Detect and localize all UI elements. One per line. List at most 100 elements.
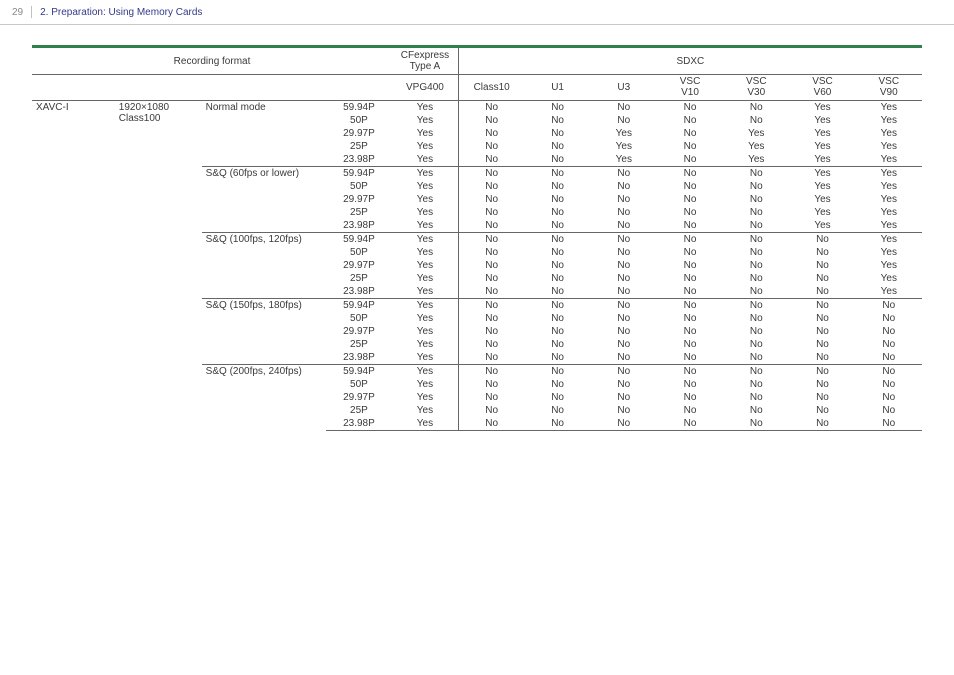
cell-v90: No	[856, 299, 922, 313]
cell-framerate: 25P	[326, 338, 392, 351]
cell-v60: Yes	[789, 114, 855, 127]
cell-framerate: 59.94P	[326, 299, 392, 313]
cell-u1: No	[525, 299, 591, 313]
cell-u3: No	[591, 180, 657, 193]
cell-v60: No	[789, 351, 855, 365]
cell-u1: No	[525, 167, 591, 181]
cell-cfe: Yes	[392, 272, 458, 285]
cell-v30: Yes	[723, 127, 789, 140]
cell-u3: Yes	[591, 140, 657, 153]
cell-v90: No	[856, 391, 922, 404]
cell-class10: No	[458, 127, 524, 140]
cell-class10: No	[458, 378, 524, 391]
cell-v10: No	[657, 365, 723, 379]
cell-u1: No	[525, 101, 591, 115]
cell-v10: No	[657, 404, 723, 417]
th-v90: VSCV90	[856, 75, 922, 101]
cell-v10: No	[657, 285, 723, 299]
cell-v30: No	[723, 272, 789, 285]
cell-class10: No	[458, 259, 524, 272]
cell-v90: No	[856, 312, 922, 325]
cell-v30: No	[723, 378, 789, 391]
cell-v30: No	[723, 285, 789, 299]
cell-u3: No	[591, 193, 657, 206]
cell-u3: No	[591, 404, 657, 417]
cell-u1: No	[525, 378, 591, 391]
cell-framerate: 50P	[326, 378, 392, 391]
cell-framerate: 59.94P	[326, 233, 392, 247]
cell-v60: Yes	[789, 140, 855, 153]
cell-framerate: 23.98P	[326, 153, 392, 167]
cell-cfe: Yes	[392, 378, 458, 391]
cell-u1: No	[525, 312, 591, 325]
cell-v30: No	[723, 351, 789, 365]
header-divider	[31, 6, 32, 18]
cell-u3: No	[591, 391, 657, 404]
cell-v60: No	[789, 246, 855, 259]
cell-class10: No	[458, 193, 524, 206]
cell-u1: No	[525, 246, 591, 259]
cell-v60: No	[789, 365, 855, 379]
th-u1: U1	[525, 75, 591, 101]
cell-v90: No	[856, 404, 922, 417]
cell-cfe: Yes	[392, 180, 458, 193]
cell-u3: No	[591, 259, 657, 272]
cell-resolution: 1920×1080Class100	[115, 101, 202, 431]
cell-v90: Yes	[856, 206, 922, 219]
cell-u3: No	[591, 417, 657, 431]
th-sdxc: SDXC	[458, 47, 922, 75]
cell-v60: No	[789, 285, 855, 299]
table-row: XAVC-I1920×1080Class100Normal mode59.94P…	[32, 101, 922, 115]
cell-v10: No	[657, 417, 723, 431]
cell-v10: No	[657, 391, 723, 404]
cell-class10: No	[458, 285, 524, 299]
cell-cfe: Yes	[392, 404, 458, 417]
cell-mode: S&Q (60fps or lower)	[202, 167, 326, 233]
cell-u3: Yes	[591, 153, 657, 167]
cell-v60: Yes	[789, 180, 855, 193]
cell-u3: Yes	[591, 127, 657, 140]
cell-u3: No	[591, 246, 657, 259]
cell-framerate: 50P	[326, 180, 392, 193]
cell-framerate: 50P	[326, 246, 392, 259]
cell-u1: No	[525, 285, 591, 299]
cell-v90: No	[856, 325, 922, 338]
cell-v10: No	[657, 114, 723, 127]
cell-cfe: Yes	[392, 325, 458, 338]
cell-v10: No	[657, 153, 723, 167]
cell-framerate: 25P	[326, 272, 392, 285]
cell-cfe: Yes	[392, 167, 458, 181]
cell-v90: Yes	[856, 167, 922, 181]
cell-v30: No	[723, 259, 789, 272]
cell-v60: Yes	[789, 193, 855, 206]
cell-v60: Yes	[789, 206, 855, 219]
cell-v30: No	[723, 167, 789, 181]
cell-cfe: Yes	[392, 206, 458, 219]
header-title: 2. Preparation: Using Memory Cards	[40, 7, 202, 18]
cell-class10: No	[458, 140, 524, 153]
th-class10: Class10	[458, 75, 524, 101]
th-v30: VSCV30	[723, 75, 789, 101]
cell-v10: No	[657, 193, 723, 206]
cell-v60: No	[789, 391, 855, 404]
cell-class10: No	[458, 206, 524, 219]
cell-v10: No	[657, 351, 723, 365]
cell-class10: No	[458, 114, 524, 127]
cell-v60: No	[789, 312, 855, 325]
cell-cfe: Yes	[392, 246, 458, 259]
cell-v90: No	[856, 338, 922, 351]
cell-cfe: Yes	[392, 127, 458, 140]
cell-v60: No	[789, 378, 855, 391]
cell-cfe: Yes	[392, 233, 458, 247]
cell-class10: No	[458, 417, 524, 431]
cell-codec: XAVC-I	[32, 101, 115, 431]
cell-v60: No	[789, 272, 855, 285]
th-vpg: VPG400	[392, 75, 458, 101]
cell-u3: No	[591, 351, 657, 365]
cell-u3: No	[591, 114, 657, 127]
cell-cfe: Yes	[392, 299, 458, 313]
cell-cfe: Yes	[392, 312, 458, 325]
cell-v90: Yes	[856, 233, 922, 247]
cell-v10: No	[657, 127, 723, 140]
cell-framerate: 59.94P	[326, 365, 392, 379]
